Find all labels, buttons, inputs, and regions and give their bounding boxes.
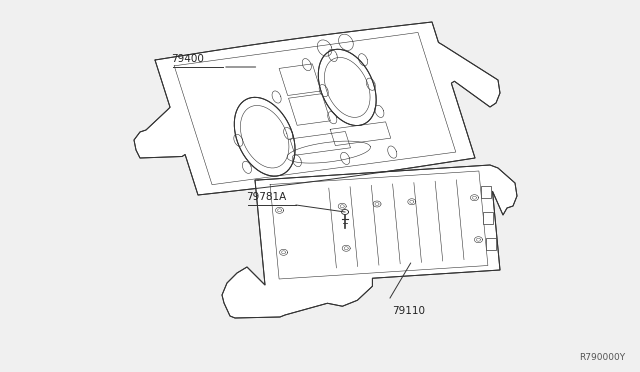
Polygon shape xyxy=(289,94,330,125)
Text: 79400: 79400 xyxy=(171,54,204,64)
Polygon shape xyxy=(486,238,495,250)
Polygon shape xyxy=(318,49,376,125)
Text: R790000Y: R790000Y xyxy=(579,353,625,362)
Polygon shape xyxy=(483,212,493,224)
Polygon shape xyxy=(234,97,295,176)
Polygon shape xyxy=(279,64,321,96)
Text: 79110: 79110 xyxy=(392,306,425,316)
Text: 79781A: 79781A xyxy=(246,192,286,202)
Polygon shape xyxy=(481,186,490,198)
Polygon shape xyxy=(134,22,500,195)
Polygon shape xyxy=(222,165,517,318)
